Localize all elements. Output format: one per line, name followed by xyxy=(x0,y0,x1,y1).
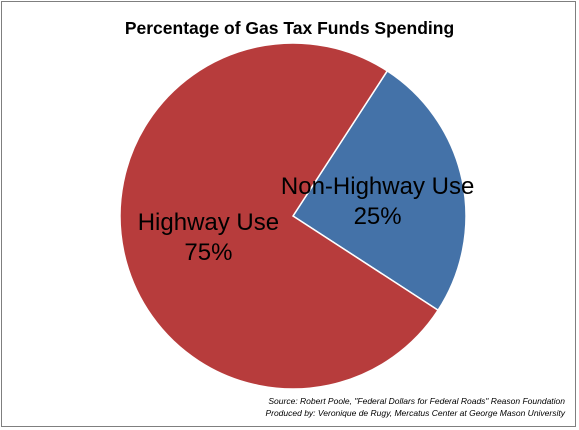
chart-title: Percentage of Gas Tax Funds Spending xyxy=(124,18,455,38)
pie-labels: Non-Highway Use 25%Highway Use 75% xyxy=(138,173,475,266)
source-note: Source: Robert Poole, "Federal Dollars f… xyxy=(268,396,565,406)
pie-slices xyxy=(119,42,467,390)
slice-label-highway-use: Highway Use 75% xyxy=(138,209,279,266)
producer-note: Produced by: Veronique de Rugy, Mercatus… xyxy=(265,408,565,418)
slice-label-non-highway-use: Non-Highway Use 25% xyxy=(281,173,474,230)
pie-slice-highway-use xyxy=(119,42,440,390)
pie-slice-non-highway-use xyxy=(291,69,467,312)
